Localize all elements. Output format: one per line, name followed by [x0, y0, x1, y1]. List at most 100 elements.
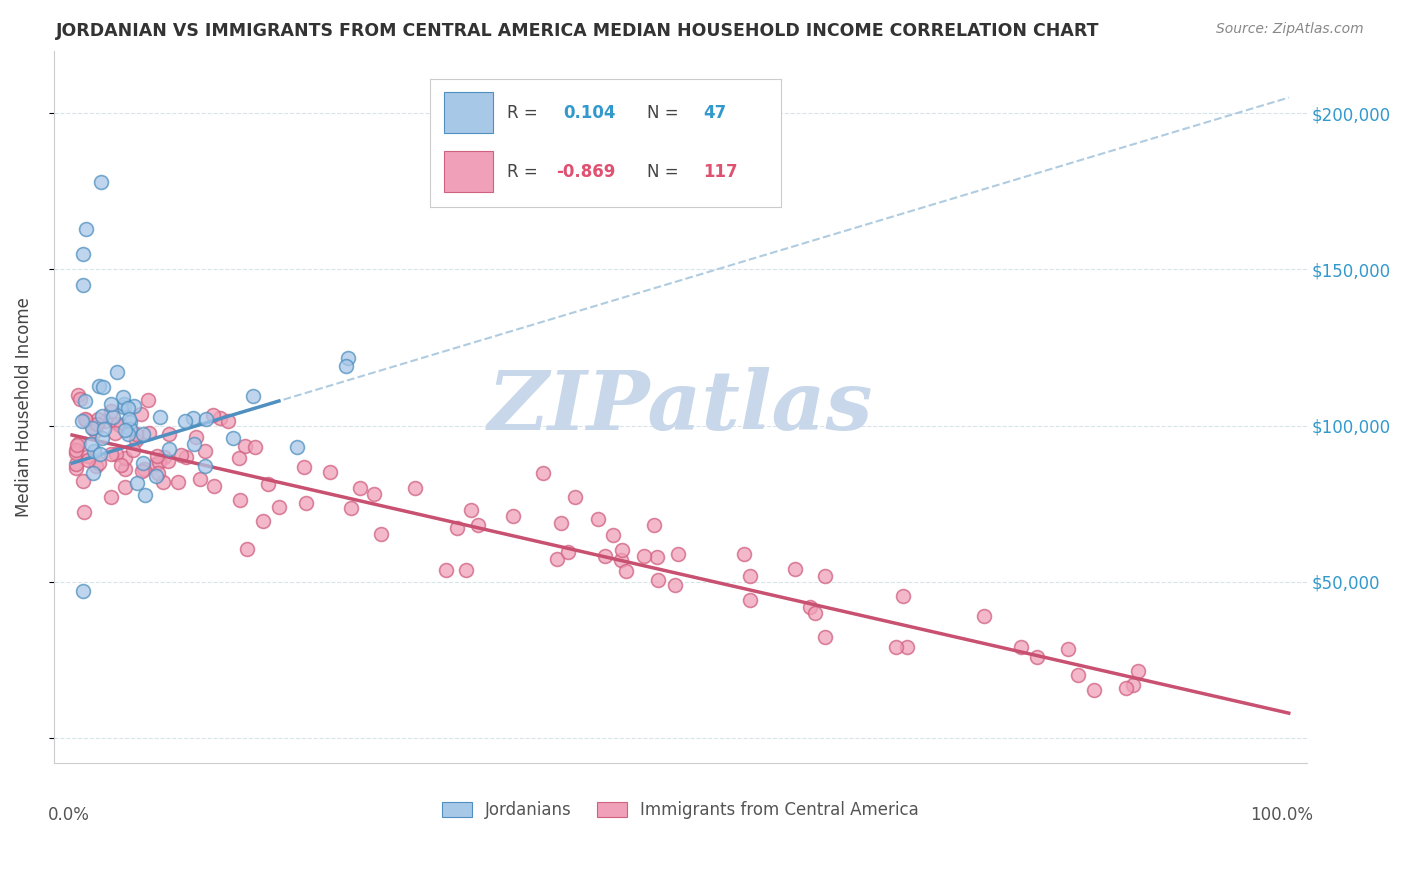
Immigrants from Central America — [1115, 681, 1137, 695]
Immigrants from Central America — [114, 462, 136, 476]
Text: ZIPatlas: ZIPatlas — [488, 367, 873, 447]
Jordanians — [89, 447, 111, 461]
Immigrants from Central America — [460, 503, 482, 517]
Immigrants from Central America — [65, 445, 87, 459]
Text: 0.0%: 0.0% — [48, 805, 90, 824]
Immigrants from Central America — [218, 414, 240, 428]
Jordanians — [114, 423, 136, 437]
Text: 100.0%: 100.0% — [1250, 805, 1313, 824]
Immigrants from Central America — [152, 475, 174, 489]
Immigrants from Central America — [145, 457, 167, 471]
Immigrants from Central America — [1126, 664, 1149, 678]
Immigrants from Central America — [202, 478, 225, 492]
Immigrants from Central America — [434, 564, 457, 578]
Immigrants from Central America — [243, 440, 266, 454]
Immigrants from Central America — [107, 417, 129, 432]
Immigrants from Central America — [174, 450, 197, 464]
Immigrants from Central America — [77, 452, 100, 467]
Immigrants from Central America — [783, 561, 806, 575]
Jordanians — [75, 221, 97, 235]
Immigrants from Central America — [446, 521, 468, 535]
Jordanians — [80, 437, 103, 451]
Jordanians — [134, 487, 156, 501]
Immigrants from Central America — [896, 640, 918, 655]
Immigrants from Central America — [167, 475, 190, 490]
Immigrants from Central America — [884, 640, 907, 655]
Immigrants from Central America — [454, 563, 477, 577]
Immigrants from Central America — [66, 438, 89, 452]
Immigrants from Central America — [86, 417, 108, 431]
Jordanians — [118, 415, 141, 429]
Jordanians — [132, 456, 155, 470]
Immigrants from Central America — [1056, 641, 1078, 656]
Jordanians — [83, 444, 105, 458]
Immigrants from Central America — [65, 443, 87, 458]
Immigrants from Central America — [114, 450, 136, 465]
Jordanians — [117, 401, 139, 416]
Jordanians — [93, 422, 115, 436]
Immigrants from Central America — [228, 450, 250, 465]
Jordanians — [101, 409, 124, 424]
Jordanians — [117, 411, 139, 425]
Text: JORDANIAN VS IMMIGRANTS FROM CENTRAL AMERICA MEDIAN HOUSEHOLD INCOME CORRELATION: JORDANIAN VS IMMIGRANTS FROM CENTRAL AME… — [56, 22, 1099, 40]
Immigrants from Central America — [557, 544, 579, 558]
Immigrants from Central America — [75, 413, 97, 427]
Immigrants from Central America — [75, 411, 97, 425]
Immigrants from Central America — [169, 449, 191, 463]
Immigrants from Central America — [67, 436, 90, 450]
Immigrants from Central America — [295, 496, 318, 510]
Immigrants from Central America — [83, 424, 105, 438]
Immigrants from Central America — [1010, 640, 1032, 654]
Immigrants from Central America — [1067, 668, 1090, 682]
Immigrants from Central America — [184, 430, 207, 444]
Immigrants from Central America — [973, 609, 995, 624]
Jordanians — [181, 411, 204, 425]
Immigrants from Central America — [257, 477, 280, 491]
Immigrants from Central America — [104, 425, 127, 440]
Immigrants from Central America — [643, 518, 665, 533]
Immigrants from Central America — [153, 450, 176, 464]
Immigrants from Central America — [614, 564, 637, 578]
Immigrants from Central America — [531, 466, 554, 480]
Immigrants from Central America — [1026, 649, 1049, 664]
Immigrants from Central America — [340, 500, 363, 515]
Immigrants from Central America — [148, 455, 170, 469]
Jordanians — [90, 175, 112, 189]
Jordanians — [73, 394, 96, 409]
Immigrants from Central America — [105, 447, 128, 461]
Jordanians — [336, 351, 359, 365]
Y-axis label: Median Household Income: Median Household Income — [15, 297, 32, 516]
Immigrants from Central America — [110, 418, 132, 433]
Immigrants from Central America — [595, 549, 617, 564]
Jordanians — [89, 379, 111, 393]
Jordanians — [118, 422, 141, 436]
Jordanians — [127, 476, 149, 491]
Legend: Jordanians, Immigrants from Central America: Jordanians, Immigrants from Central Amer… — [436, 795, 925, 826]
Immigrants from Central America — [77, 450, 100, 464]
Immigrants from Central America — [229, 492, 252, 507]
Immigrants from Central America — [188, 472, 211, 486]
Immigrants from Central America — [66, 388, 89, 402]
Immigrants from Central America — [89, 456, 111, 470]
Immigrants from Central America — [586, 512, 609, 526]
Immigrants from Central America — [122, 442, 145, 457]
Jordanians — [132, 426, 155, 441]
Jordanians — [183, 437, 205, 451]
Jordanians — [174, 414, 197, 428]
Immigrants from Central America — [664, 578, 686, 592]
Immigrants from Central America — [467, 517, 489, 532]
Immigrants from Central America — [550, 516, 572, 530]
Immigrants from Central America — [1083, 683, 1105, 698]
Jordanians — [122, 399, 145, 413]
Immigrants from Central America — [502, 508, 524, 523]
Immigrants from Central America — [370, 526, 392, 541]
Jordanians — [80, 421, 103, 435]
Jordanians — [72, 247, 94, 261]
Immigrants from Central America — [363, 487, 385, 501]
Immigrants from Central America — [201, 408, 224, 422]
Immigrants from Central America — [100, 490, 122, 504]
Immigrants from Central America — [156, 453, 179, 467]
Immigrants from Central America — [602, 528, 624, 542]
Jordanians — [285, 440, 308, 454]
Immigrants from Central America — [891, 589, 914, 603]
